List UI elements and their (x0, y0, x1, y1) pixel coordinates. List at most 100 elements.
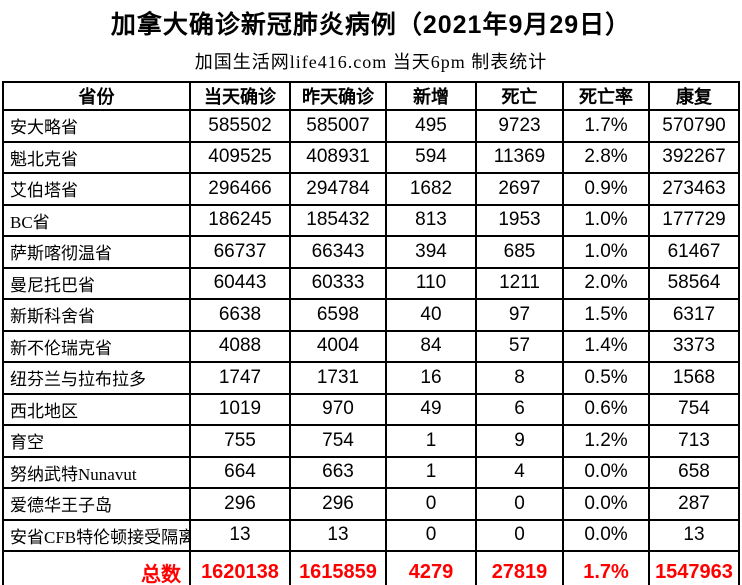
table-row: 魁北克省 409525 408931 594 11369 2.8% 392267 (2, 140, 740, 174)
covid-table: 省份 当天确诊 昨天确诊 新增 死亡 死亡率 康复 安大略省 585502 5850… (2, 81, 740, 585)
table-row: 曼尼托巴省 60443 60333 110 1211 2.0% 58564 (2, 266, 740, 300)
value-cell: 294784 (289, 172, 387, 206)
value-cell: 1682 (385, 172, 477, 206)
value-cell: 6317 (648, 298, 740, 332)
value-cell: 1019 (189, 392, 291, 426)
table-row: 爱德华王子岛 296 296 0 0 0.0% 287 (2, 487, 740, 521)
value-cell: 4004 (289, 329, 387, 363)
column-header-recovered: 康复 (648, 81, 740, 111)
table-body: 安大略省 585502 585007 495 9723 1.7% 570790 魁北克省 409… (2, 109, 740, 552)
value-cell: 0.5% (562, 361, 650, 395)
province-cell: 育空 (2, 424, 191, 458)
value-cell: 754 (648, 392, 740, 426)
value-cell: 0.0% (562, 455, 650, 489)
table-row: 安大略省 585502 585007 495 9723 1.7% 570790 (2, 109, 740, 143)
value-cell: 49 (385, 392, 477, 426)
value-cell: 13 (189, 518, 291, 552)
province-cell: 新不伦瑞克省 (2, 329, 191, 363)
value-cell: 0.6% (562, 392, 650, 426)
value-cell: 1.0% (562, 203, 650, 237)
value-cell: 273463 (648, 172, 740, 206)
province-cell: 西北地区 (2, 392, 191, 426)
value-cell: 0.9% (562, 172, 650, 206)
value-cell: 1211 (475, 266, 564, 300)
total-value-cell: 1547963 (648, 550, 740, 585)
value-cell: 296 (289, 487, 387, 521)
value-cell: 13 (648, 518, 740, 552)
value-cell: 0.0% (562, 518, 650, 552)
value-cell: 8 (475, 361, 564, 395)
province-cell: 纽芬兰与拉布拉多 (2, 361, 191, 395)
value-cell: 13 (289, 518, 387, 552)
value-cell: 1.5% (562, 298, 650, 332)
column-header-province: 省份 (2, 81, 191, 111)
column-header-new-cases: 新增 (385, 81, 477, 111)
total-value-cell: 1620138 (189, 550, 291, 585)
total-value-cell: 1.7% (562, 550, 650, 585)
value-cell: 296 (189, 487, 291, 521)
value-cell: 60443 (189, 266, 291, 300)
value-cell: 0 (385, 487, 477, 521)
value-cell: 570790 (648, 109, 740, 143)
value-cell: 754 (289, 424, 387, 458)
value-cell: 663 (289, 455, 387, 489)
value-cell: 1.4% (562, 329, 650, 363)
province-cell: 新斯科舍省 (2, 298, 191, 332)
value-cell: 408931 (289, 140, 387, 174)
province-cell: 安大略省 (2, 109, 191, 143)
value-cell: 664 (189, 455, 291, 489)
value-cell: 0 (385, 518, 477, 552)
table-row: 安省CFB特伦顿接受隔离 13 13 0 0 0.0% 13 (2, 518, 740, 552)
value-cell: 296466 (189, 172, 291, 206)
value-cell: 6598 (289, 298, 387, 332)
table-row: 艾伯塔省 296466 294784 1682 2697 0.9% 273463 (2, 172, 740, 206)
table-row: 努纳武特Nunavut 664 663 1 4 0.0% 658 (2, 455, 740, 489)
province-cell: 努纳武特Nunavut (2, 455, 191, 489)
table-row: 新斯科舍省 6638 6598 40 97 1.5% 6317 (2, 298, 740, 332)
value-cell: 0 (475, 518, 564, 552)
total-value-cell: 1615859 (289, 550, 387, 585)
value-cell: 1 (385, 424, 477, 458)
column-header-yesterday-confirmed: 昨天确诊 (289, 81, 387, 111)
value-cell: 713 (648, 424, 740, 458)
value-cell: 4 (475, 455, 564, 489)
value-cell: 6638 (189, 298, 291, 332)
value-cell: 2.0% (562, 266, 650, 300)
value-cell: 658 (648, 455, 740, 489)
province-cell: 艾伯塔省 (2, 172, 191, 206)
value-cell: 11369 (475, 140, 564, 174)
table-header-row: 省份 当天确诊 昨天确诊 新增 死亡 死亡率 康复 (2, 81, 740, 111)
value-cell: 177729 (648, 203, 740, 237)
value-cell: 1731 (289, 361, 387, 395)
table-row: 育空 755 754 1 9 1.2% 713 (2, 424, 740, 458)
value-cell: 110 (385, 266, 477, 300)
province-cell: 安省CFB特伦顿接受隔离 (2, 518, 191, 552)
value-cell: 1568 (648, 361, 740, 395)
value-cell: 495 (385, 109, 477, 143)
value-cell: 84 (385, 329, 477, 363)
value-cell: 394 (385, 235, 477, 269)
value-cell: 16 (385, 361, 477, 395)
column-header-death-rate: 死亡率 (562, 81, 650, 111)
value-cell: 1.0% (562, 235, 650, 269)
value-cell: 287 (648, 487, 740, 521)
value-cell: 392267 (648, 140, 740, 174)
value-cell: 9723 (475, 109, 564, 143)
page-subtitle: 加国生活网life416.com 当天6pm 制表统计 (194, 52, 548, 72)
value-cell: 594 (385, 140, 477, 174)
value-cell: 755 (189, 424, 291, 458)
value-cell: 1953 (475, 203, 564, 237)
table-row: 萨斯喀彻温省 66737 66343 394 685 1.0% 61467 (2, 235, 740, 269)
value-cell: 0 (475, 487, 564, 521)
value-cell: 6 (475, 392, 564, 426)
value-cell: 57 (475, 329, 564, 363)
province-cell: 曼尼托巴省 (2, 266, 191, 300)
column-header-deaths: 死亡 (475, 81, 564, 111)
table-row: 纽芬兰与拉布拉多 1747 1731 16 8 0.5% 1568 (2, 361, 740, 395)
value-cell: 186245 (189, 203, 291, 237)
value-cell: 2.8% (562, 140, 650, 174)
value-cell: 4088 (189, 329, 291, 363)
total-value-cell: 4279 (385, 550, 477, 585)
column-header-today-confirmed: 当天确诊 (189, 81, 291, 111)
